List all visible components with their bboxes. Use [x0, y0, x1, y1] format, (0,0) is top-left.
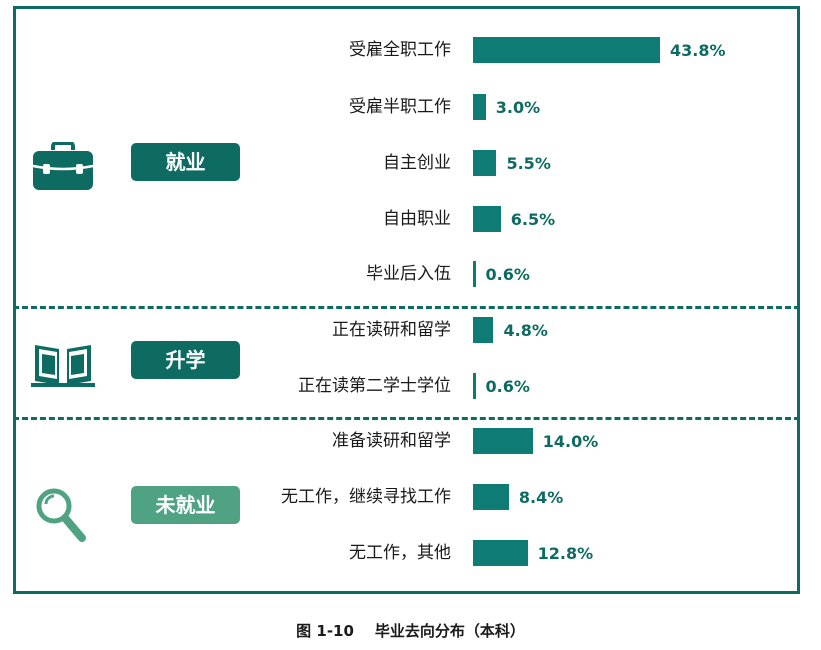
value-label: 12.8%	[537, 544, 594, 563]
category-label: 受雇全职工作	[349, 40, 451, 60]
group-badge: 就业	[131, 143, 240, 181]
briefcase-icon	[31, 141, 95, 196]
bar	[473, 94, 486, 120]
value-label: 6.5%	[510, 210, 556, 229]
group-divider	[13, 417, 800, 420]
group-badge: 升学	[131, 341, 240, 379]
group-divider	[13, 306, 800, 309]
value-label: 14.0%	[542, 432, 599, 451]
bar	[473, 373, 476, 399]
bar	[473, 261, 476, 287]
bar	[473, 484, 509, 510]
magnifier-icon	[32, 484, 88, 548]
book-icon	[31, 337, 95, 393]
value-label: 5.5%	[506, 154, 551, 173]
bar	[473, 206, 501, 232]
bar	[473, 150, 497, 176]
category-label: 自由职业	[383, 209, 451, 229]
value-label: 43.8%	[670, 41, 726, 60]
bar	[473, 317, 494, 343]
category-label: 受雇半职工作	[349, 97, 451, 117]
category-label: 自主创业	[383, 153, 451, 173]
category-label: 无工作，其他	[349, 543, 451, 563]
value-label: 0.6%	[485, 265, 530, 284]
category-label: 毕业后入伍	[366, 264, 451, 284]
bar	[473, 37, 660, 63]
category-label: 无工作，继续寻找工作	[281, 487, 451, 507]
value-label: 3.0%	[495, 98, 541, 117]
category-label: 正在读研和留学	[332, 320, 451, 340]
bar	[473, 540, 528, 566]
value-label: 0.6%	[485, 377, 530, 396]
chart-frame	[13, 6, 800, 594]
category-label: 准备读研和留学	[332, 431, 451, 451]
figure-caption: 图 1-10 毕业去向分布（本科）	[296, 622, 525, 640]
value-label: 4.8%	[503, 321, 548, 340]
group-badge: 未就业	[131, 486, 240, 524]
category-label: 正在读第二学士学位	[298, 376, 451, 396]
bar	[473, 428, 533, 454]
value-label: 8.4%	[518, 488, 564, 507]
